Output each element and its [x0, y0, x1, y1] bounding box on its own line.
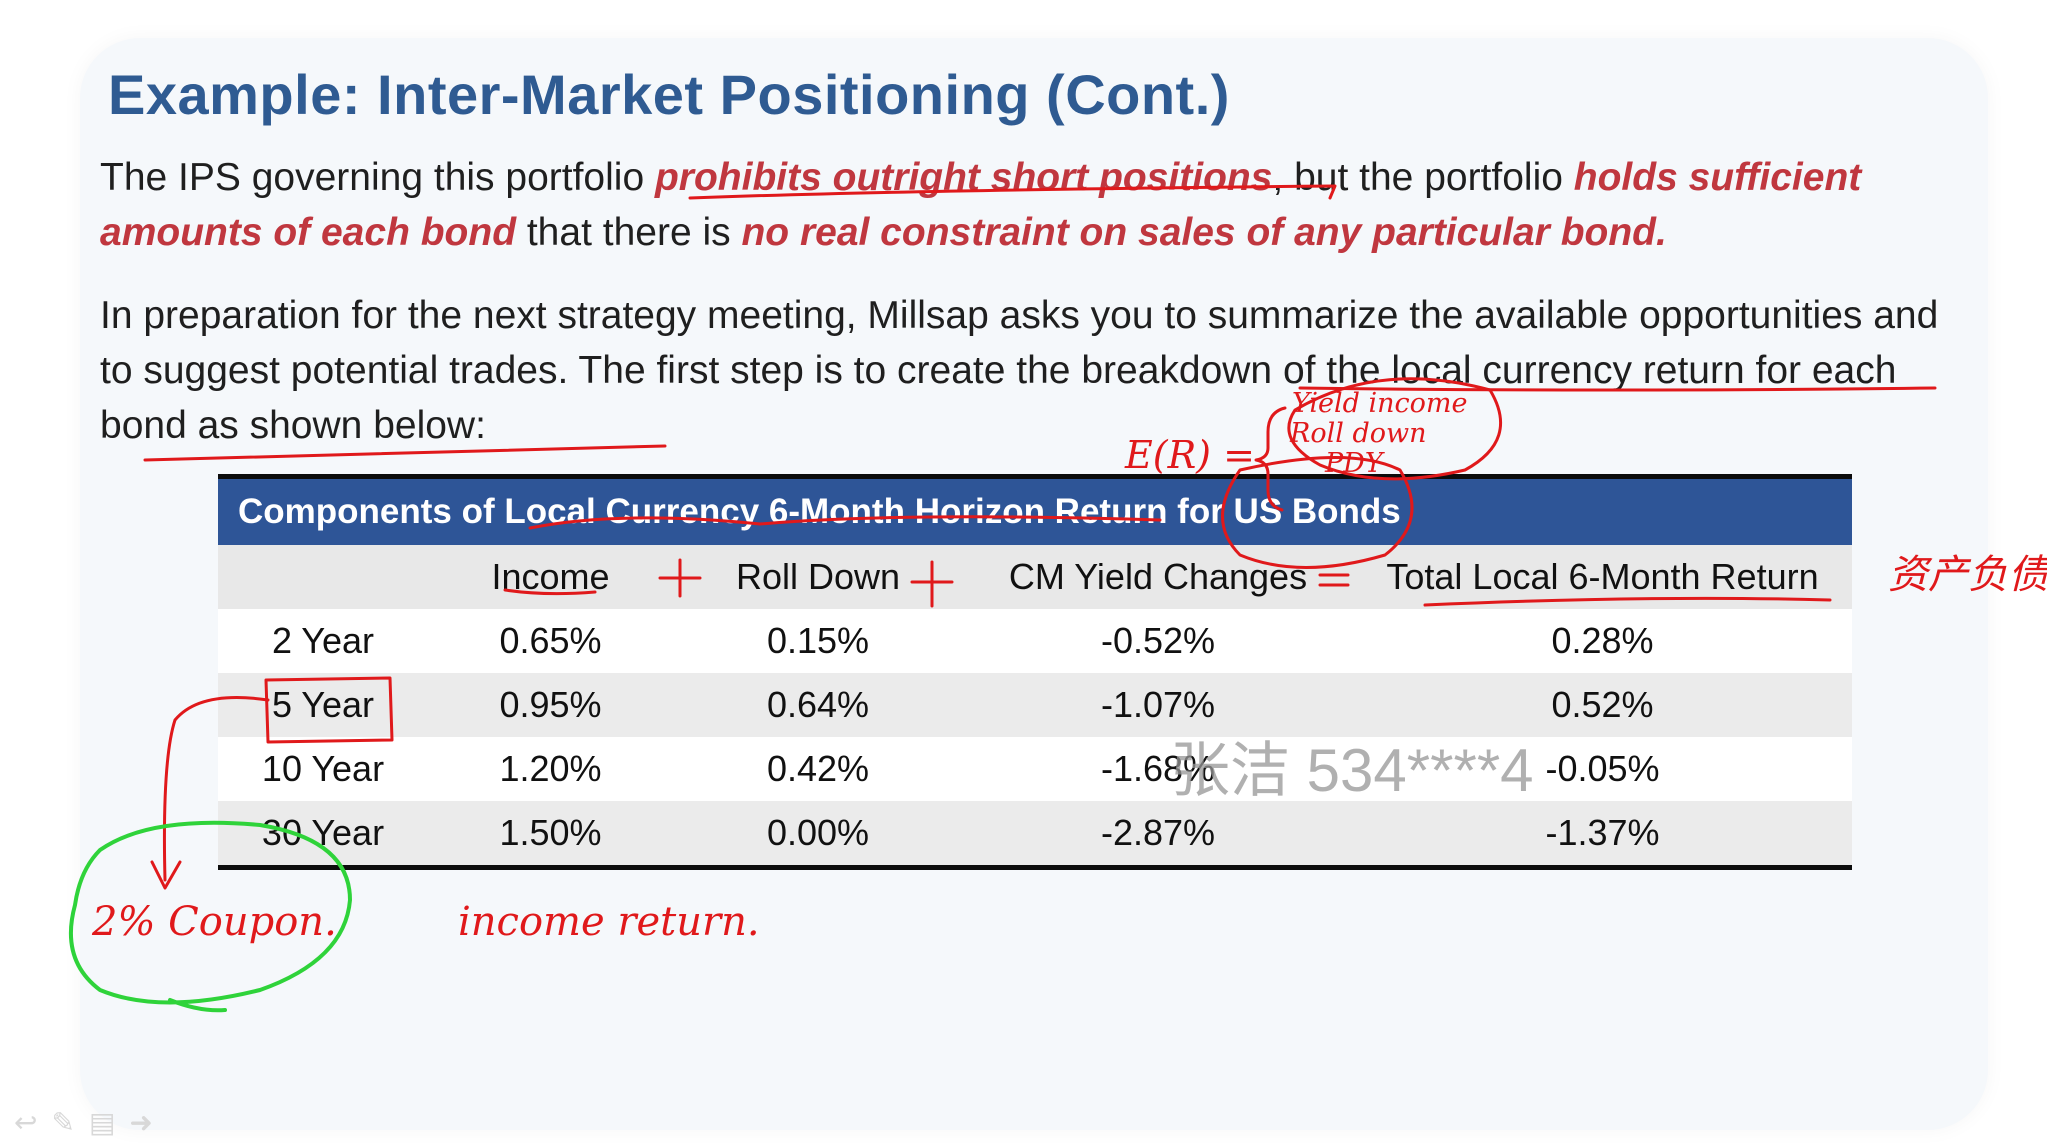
cell-maturity: 10 Year — [218, 737, 428, 801]
table-caption-row: Components of Local Currency 6-Month Hor… — [218, 474, 1852, 545]
cell-total: 0.28% — [1353, 609, 1852, 673]
table-caption: Components of Local Currency 6-Month Hor… — [218, 474, 1852, 545]
slide-title: Example: Inter-Market Positioning (Cont.… — [108, 63, 1230, 126]
cell-cm-yield: -1.68% — [963, 737, 1353, 801]
cell-total: -0.05% — [1353, 737, 1852, 801]
cell-maturity: 2 Year — [218, 609, 428, 673]
header-empty — [218, 545, 428, 609]
pen-icon[interactable]: ✎ — [51, 1107, 89, 1138]
cell-income: 0.65% — [428, 609, 673, 673]
cell-roll-down: 0.64% — [673, 673, 963, 737]
cell-income: 1.50% — [428, 801, 673, 870]
table-row: 5 Year 0.95% 0.64% -1.07% 0.52% — [218, 673, 1852, 737]
returns-table: Components of Local Currency 6-Month Hor… — [218, 474, 1852, 870]
menu-icon[interactable]: ▤ — [88, 1107, 130, 1138]
cell-total: 0.52% — [1353, 673, 1852, 737]
paragraph-preparation: In preparation for the next strategy mee… — [100, 294, 1939, 447]
paragraph-ips-text-2: , but the portfolio — [1272, 156, 1574, 199]
cell-income: 1.20% — [428, 737, 673, 801]
table-header-row: Income Roll Down CM Yield Changes Total … — [218, 545, 1852, 609]
header-cm-yield-changes: CM Yield Changes — [963, 545, 1353, 609]
presenter-toolbar[interactable]: ↩✎▤➜ — [14, 1106, 167, 1139]
paragraph-ips-text-1: The IPS governing this portfolio — [100, 156, 655, 199]
paragraph-ips-text-3: that there is — [516, 211, 742, 254]
watermark: 张洁 534****4 — [1170, 737, 1534, 804]
table-row: 10 Year 1.20% 0.42% -1.68% -0.05% — [218, 737, 1852, 801]
cell-roll-down: 0.00% — [673, 801, 963, 870]
cell-roll-down: 0.42% — [673, 737, 963, 801]
table-row: 30 Year 1.50% 0.00% -2.87% -1.37% — [218, 801, 1852, 870]
header-total-return: Total Local 6-Month Return — [1353, 545, 1852, 609]
header-roll-down: Roll Down — [673, 545, 963, 609]
paragraph-ips-emphasis-2: holds sufficient amounts of each bond — [100, 156, 1862, 254]
paragraph-ips-emphasis-3: no real constraint on sales of any parti… — [741, 211, 1667, 254]
cell-roll-down: 0.15% — [673, 609, 963, 673]
table-row: 2 Year 0.65% 0.15% -0.52% 0.28% — [218, 609, 1852, 673]
cell-total: -1.37% — [1353, 801, 1852, 870]
cell-maturity: 5 Year — [218, 673, 428, 737]
cell-cm-yield: -1.07% — [963, 673, 1353, 737]
paragraph-ips: The IPS governing this portfolio prohibi… — [100, 150, 1970, 260]
cell-cm-yield: -2.87% — [963, 801, 1353, 870]
back-arrow-icon[interactable]: ↩ — [14, 1107, 52, 1138]
paragraph-ips-emphasis-1: prohibits outright short positions — [654, 156, 1273, 199]
cell-maturity: 30 Year — [218, 801, 428, 870]
forward-arrow-icon[interactable]: ➜ — [129, 1107, 167, 1138]
header-income: Income — [428, 545, 673, 609]
cell-income: 0.95% — [428, 673, 673, 737]
cell-cm-yield: -0.52% — [963, 609, 1353, 673]
